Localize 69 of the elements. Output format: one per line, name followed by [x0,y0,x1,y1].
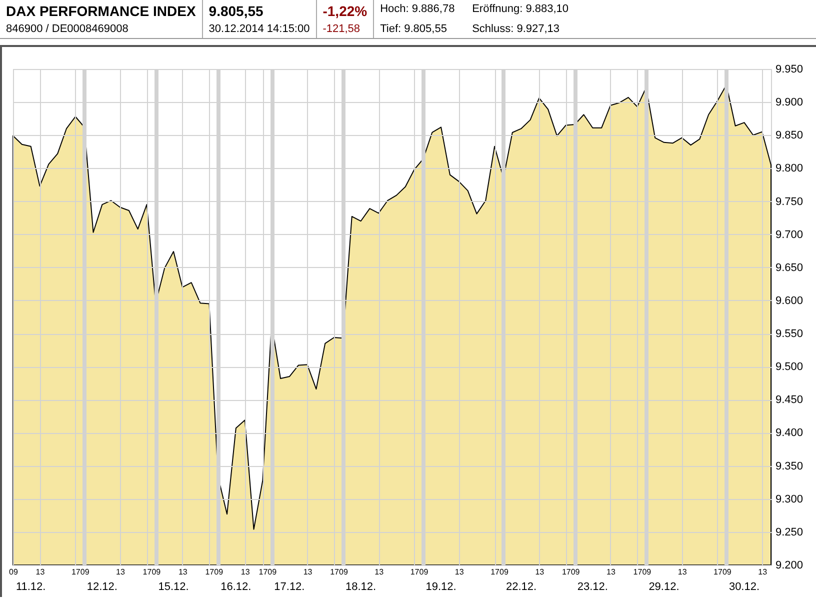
text: Eröffnung: 9.883,10 [472,3,569,15]
y-tick-label: 9.550 [776,328,804,340]
x-tick-label: 09 [80,568,90,576]
y-tick-label: 9.400 [776,427,804,440]
text: 22.12. [506,581,537,593]
x-tick-label: 09 [339,568,348,576]
y-tick-label: 9.450 [776,394,804,406]
y-tick-label: 9.900 [776,96,804,109]
x-tick-label: 17 [490,568,500,576]
y-tick-label: 9.300 [776,493,804,506]
text: 30.12. [728,581,760,593]
text: -1,22% [322,3,368,19]
x-tick-label: 17 [410,568,420,576]
y-tick-label: 9.250 [776,526,804,538]
x-tick-label: 17 [205,568,215,576]
x-tick-label: 13 [374,568,384,576]
x-tick-label: 13 [36,568,46,576]
x-tick-label: 13 [535,568,545,576]
text: 11.12. [16,581,46,593]
x-tick-label: 09 [722,568,732,576]
y-tick-label: 9.700 [776,228,804,241]
text: 9.805,55 [208,3,264,19]
x-tick-label: 17 [714,568,723,576]
y-tick-label: 9.750 [776,196,804,208]
x-tick-label: 09 [268,568,278,576]
y-tick-label: 9.850 [776,130,804,142]
x-tick-label: 13 [678,568,688,576]
x-tick-label: 17 [258,568,268,576]
x-tick-label: 17 [142,568,152,576]
y-tick-label: 9.950 [776,64,804,76]
x-tick-label: 09 [570,568,580,576]
x-tick-label: 09 [642,568,652,576]
x-tick-label: 13 [606,568,616,576]
x-tick-label: 09 [9,568,18,576]
chart-subtitle: 846900 / DE0008469008 [6,23,130,35]
y-tick-label: 9.650 [776,262,804,274]
x-tick-label: 13 [240,568,250,576]
x-tick-label: 09 [152,568,162,576]
text: 23.12. [577,581,608,593]
x-tick-label: 09 [214,568,224,576]
x-tick-label: 13 [178,568,188,576]
x-tick-label: 13 [454,568,464,576]
text: 15.12. [158,581,189,593]
x-tick-label: 17 [330,568,340,576]
y-tick-label: 9.600 [776,294,804,307]
x-tick-label: 17 [71,568,81,576]
text: 29.12. [648,581,680,593]
x-tick-label: 17 [633,568,643,576]
x-tick-label: 13 [758,568,768,576]
y-tick-label: 9.200 [776,560,804,572]
text: 18.12. [345,581,376,593]
text: 30.12.2014 14:15:00 [208,23,310,35]
y-tick-label: 9.800 [776,162,804,175]
y-tick-label: 9.500 [776,361,804,374]
x-tick-label: 09 [419,568,429,576]
text: Schluss: 9.927,13 [472,23,560,35]
text: 17.12. [274,581,305,593]
text: Tief: 9.805,55 [380,23,448,35]
x-tick-label: 09 [500,568,509,576]
y-tick-label: 9.350 [776,460,804,472]
x-tick-label: 13 [116,568,126,576]
text: -121,58 [322,23,362,35]
text: 12.12. [86,581,118,593]
text: 16.12. [220,581,252,593]
chart-title: DAX PERFORMANCE INDEX [6,3,196,19]
x-tick-label: 13 [303,568,313,576]
x-tick-label: 17 [562,568,572,576]
text: 19.12. [426,581,456,593]
text: Hoch: 9.886,78 [380,3,456,15]
